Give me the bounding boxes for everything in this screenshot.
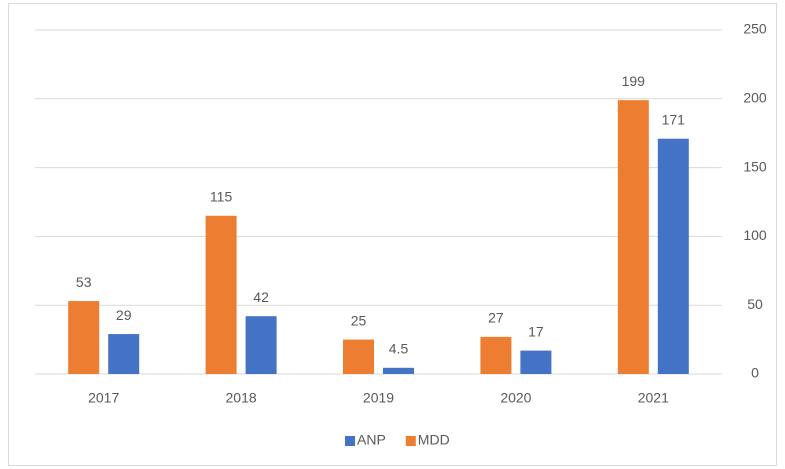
legend-label: ANP (357, 432, 386, 448)
x-tick-label: 2021 (638, 390, 669, 406)
y-tick-label: 250 (743, 21, 767, 37)
data-label: 115 (210, 188, 233, 204)
bar (657, 138, 689, 374)
bar (617, 100, 649, 375)
x-tick-label: 2019 (363, 390, 394, 406)
bar (68, 301, 100, 374)
legend-label: MDD (418, 432, 450, 448)
y-tick-label: 200 (743, 90, 767, 106)
legend-swatch (405, 436, 416, 446)
bar (245, 316, 277, 374)
bar (520, 350, 552, 374)
data-label: 199 (622, 73, 646, 89)
y-tick-label: 150 (743, 158, 767, 174)
x-tick-label: 2018 (226, 390, 257, 406)
x-tick-label: 2020 (500, 390, 531, 406)
x-tick-label: 2017 (88, 390, 119, 406)
bar (343, 339, 374, 374)
data-label: 171 (662, 111, 686, 127)
data-label: 4.5 (389, 341, 409, 357)
data-label: 42 (253, 289, 269, 305)
bar (383, 367, 414, 374)
bar (205, 215, 237, 374)
bar (480, 336, 512, 374)
bar (108, 334, 140, 374)
legend-swatch (345, 436, 355, 446)
data-label: 29 (116, 307, 132, 323)
y-tick-label: 0 (751, 365, 759, 381)
data-label: 53 (76, 274, 92, 290)
y-tick-label: 50 (747, 296, 763, 312)
y-tick-label: 100 (743, 227, 767, 243)
data-label: 17 (528, 323, 544, 339)
data-label: 25 (351, 312, 367, 328)
data-label: 27 (488, 310, 504, 326)
